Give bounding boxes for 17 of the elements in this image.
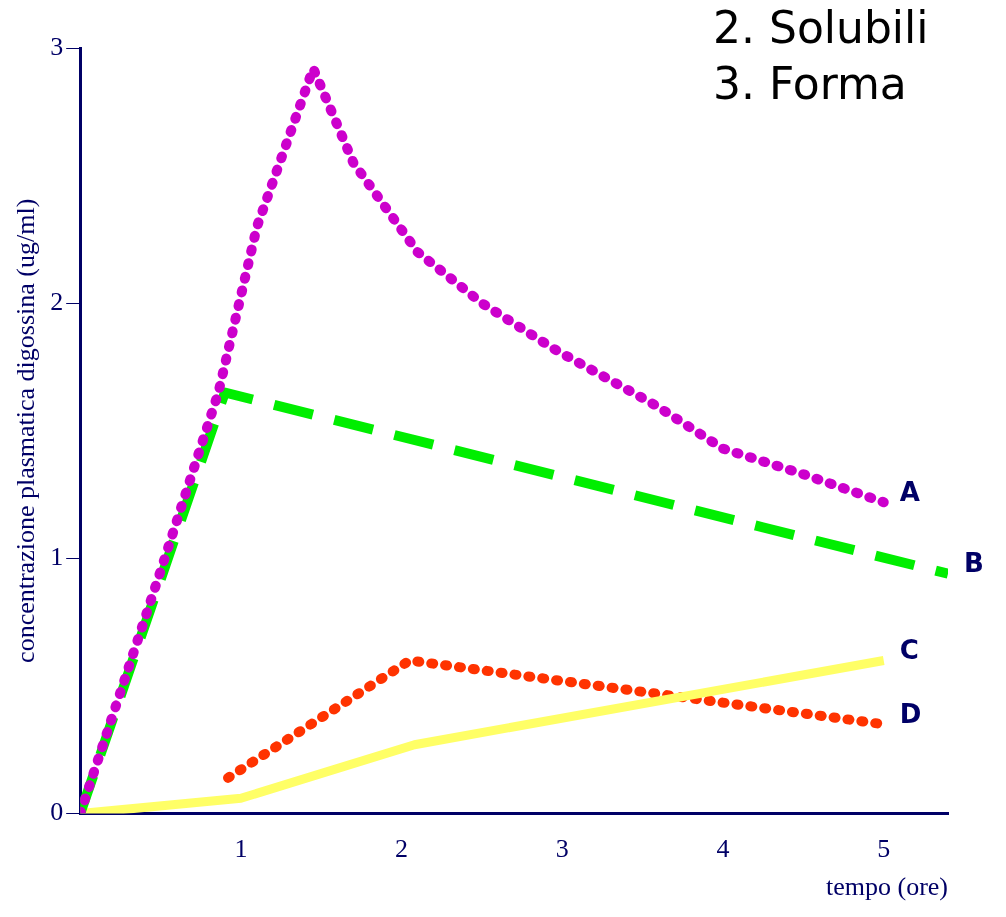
x-tick-label: 3: [555, 834, 569, 864]
y-tick-label: 0: [50, 797, 64, 827]
series-label: D: [899, 699, 922, 730]
y-tick-label: 1: [50, 542, 64, 572]
series-label: C: [899, 635, 919, 666]
x-tick-label: 1: [234, 834, 248, 864]
annotation: 2. Solubili: [713, 2, 929, 54]
series-label: B: [964, 548, 984, 579]
annotation: 3. Forma: [713, 58, 907, 110]
y-axis-title: concentrazione plasmatica digossina (ug/ml): [11, 198, 41, 663]
x-tick-label: 2: [395, 834, 409, 864]
x-tick-label: 4: [716, 834, 730, 864]
series-label: A: [899, 477, 920, 508]
y-tick-label: 2: [50, 287, 64, 317]
x-tick-label: 5: [877, 834, 891, 864]
x-axis-title: tempo (ore): [825, 872, 948, 902]
y-tick-label: 3: [50, 31, 64, 61]
